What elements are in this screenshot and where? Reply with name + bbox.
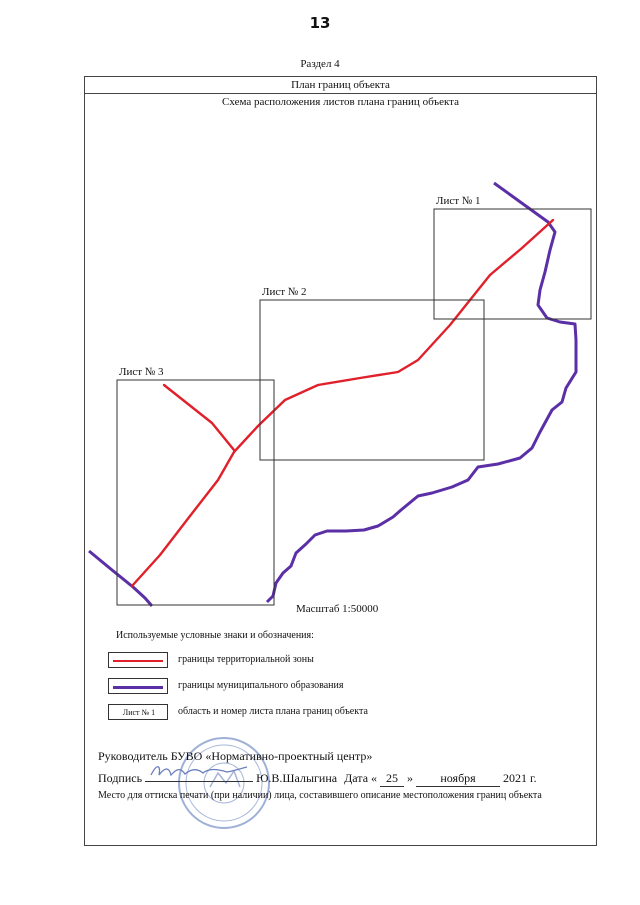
plan-subtitle: Схема расположения листов плана границ о…	[222, 96, 459, 108]
stamp-place-note: Место для оттиска печати (при наличии) л…	[98, 790, 542, 801]
section-title: Раздел 4	[300, 58, 340, 70]
sheet-3-frame	[116, 379, 275, 606]
date-quote-close: »	[407, 771, 414, 785]
legend-zone-sample	[108, 652, 168, 668]
legend-municipal-sample	[108, 678, 168, 694]
zone-boundary-main	[130, 218, 555, 588]
date-year: 2021 г.	[503, 771, 537, 785]
date-label: Дата «	[344, 771, 378, 785]
map-scale: Масштаб 1:50000	[296, 603, 379, 615]
legend-title: Используемые условные знаки и обозначени…	[116, 630, 314, 641]
date-day: 25	[380, 771, 405, 787]
legend-sheet-sample: Лист № 1	[108, 704, 168, 720]
plan-frame: План границ объекта Схема расположения л…	[84, 76, 597, 846]
signature-line: Подпись Ю.В.Шалыгина Дата « 25 » ноября …	[98, 766, 537, 787]
stamp-seal	[178, 737, 270, 829]
zone-boundary-branch	[162, 383, 236, 452]
signature-field	[145, 766, 254, 782]
plan-title: План границ объекта	[85, 77, 596, 94]
legend-sheet-sample-label: Лист № 1	[122, 708, 156, 717]
municipal-boundary	[265, 181, 578, 604]
legend-sheet-description: область и номер листа плана границ объек…	[178, 706, 368, 717]
page-number: 13	[309, 14, 331, 32]
handwritten-signature	[150, 766, 248, 777]
zone-line-symbol	[113, 660, 163, 662]
municipal-boundary-west	[88, 549, 154, 607]
signer-name: Ю.В.Шалыгина	[256, 771, 338, 785]
sheet-1-frame	[433, 208, 592, 320]
date-month: ноября	[416, 771, 501, 787]
sheet-1-label: Лист № 1	[436, 195, 481, 207]
municipal-line-symbol	[113, 686, 163, 689]
head-line: Руководитель БУВО «Нормативно-проектный …	[98, 749, 372, 764]
legend-municipal-description: границы муниципального образования	[178, 680, 344, 691]
sign-label: Подпись	[98, 771, 143, 785]
legend-zone-description: границы территориальной зоны	[178, 654, 314, 665]
sheet-2-label: Лист № 2	[262, 286, 307, 298]
sheet-3-label: Лист № 3	[119, 366, 164, 378]
head-label: Руководитель БУВО «Нормативно-проектный …	[98, 749, 373, 763]
